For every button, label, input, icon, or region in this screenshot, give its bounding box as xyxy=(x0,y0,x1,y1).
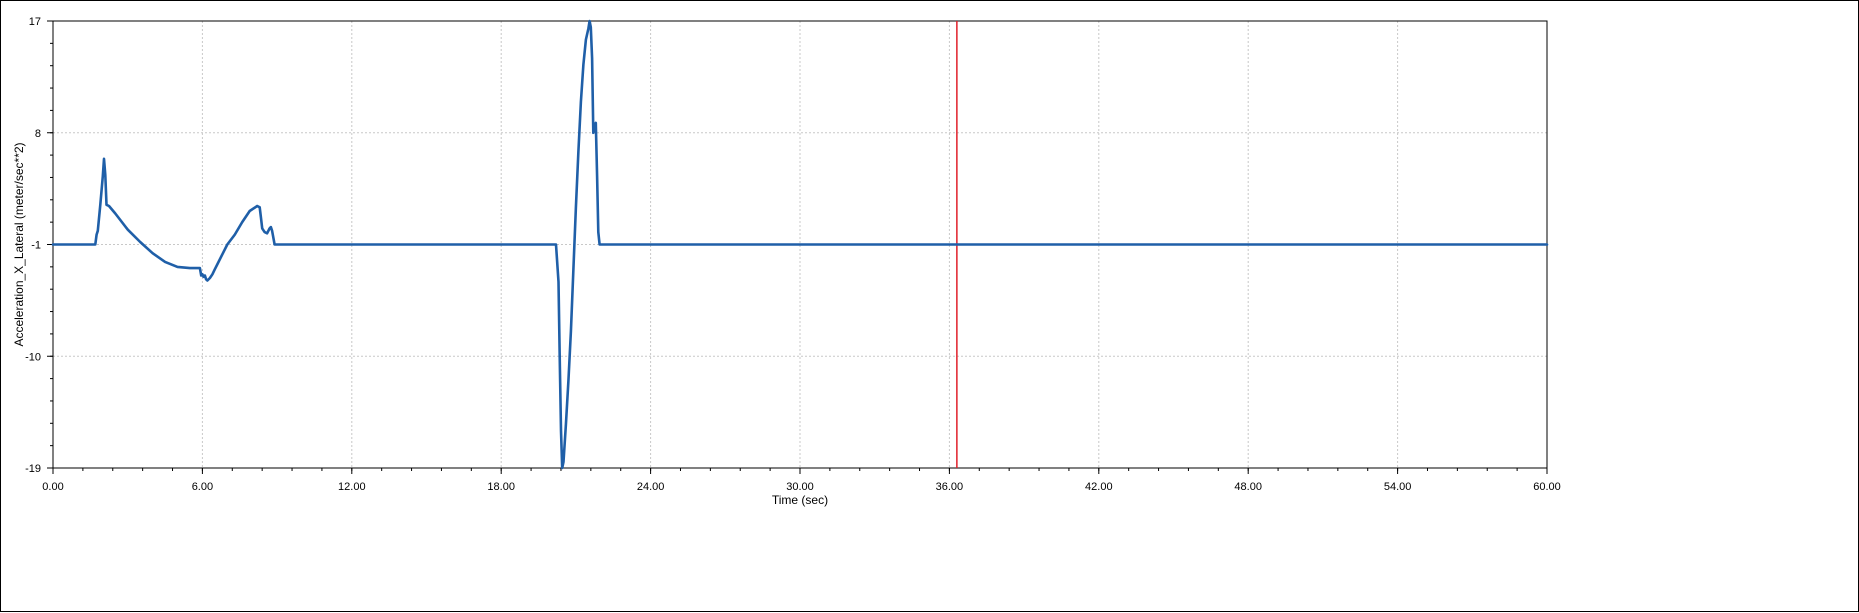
series-line-acceleration xyxy=(51,19,1549,470)
x-tick-label: 12.00 xyxy=(338,481,366,493)
x-tick-label: 42.00 xyxy=(1085,481,1113,493)
x-tick-label: 60.00 xyxy=(1533,481,1561,493)
minor-ticks xyxy=(50,20,1548,471)
y-tick-label: 17 xyxy=(29,16,41,28)
y-axis-ticks: 17 8 -1 -10 -19 xyxy=(25,16,53,475)
y-tick-label: -1 xyxy=(31,240,41,252)
x-tick-label: 54.00 xyxy=(1384,481,1412,493)
x-tick-label: 6.00 xyxy=(192,481,213,493)
y-tick-label: -19 xyxy=(25,463,41,475)
x-tick-label: 48.00 xyxy=(1234,481,1262,493)
y-tick-label: 8 xyxy=(35,128,41,140)
x-tick-label: 36.00 xyxy=(936,481,964,493)
x-tick-label: 18.00 xyxy=(487,481,515,493)
y-tick-label: -10 xyxy=(25,351,41,363)
x-tick-label: 30.00 xyxy=(786,481,814,493)
x-tick-label: 24.00 xyxy=(637,481,665,493)
x-axis-title: Time (sec) xyxy=(772,493,828,507)
y-axis-title: Acceleration_X_Lateral (meter/sec**2) xyxy=(12,142,26,346)
x-tick-label: 0.00 xyxy=(42,481,63,493)
x-axis-ticks: 0.00 6.00 12.00 18.00 24.00 30.00 36.00 42.00 48… xyxy=(42,468,1561,493)
